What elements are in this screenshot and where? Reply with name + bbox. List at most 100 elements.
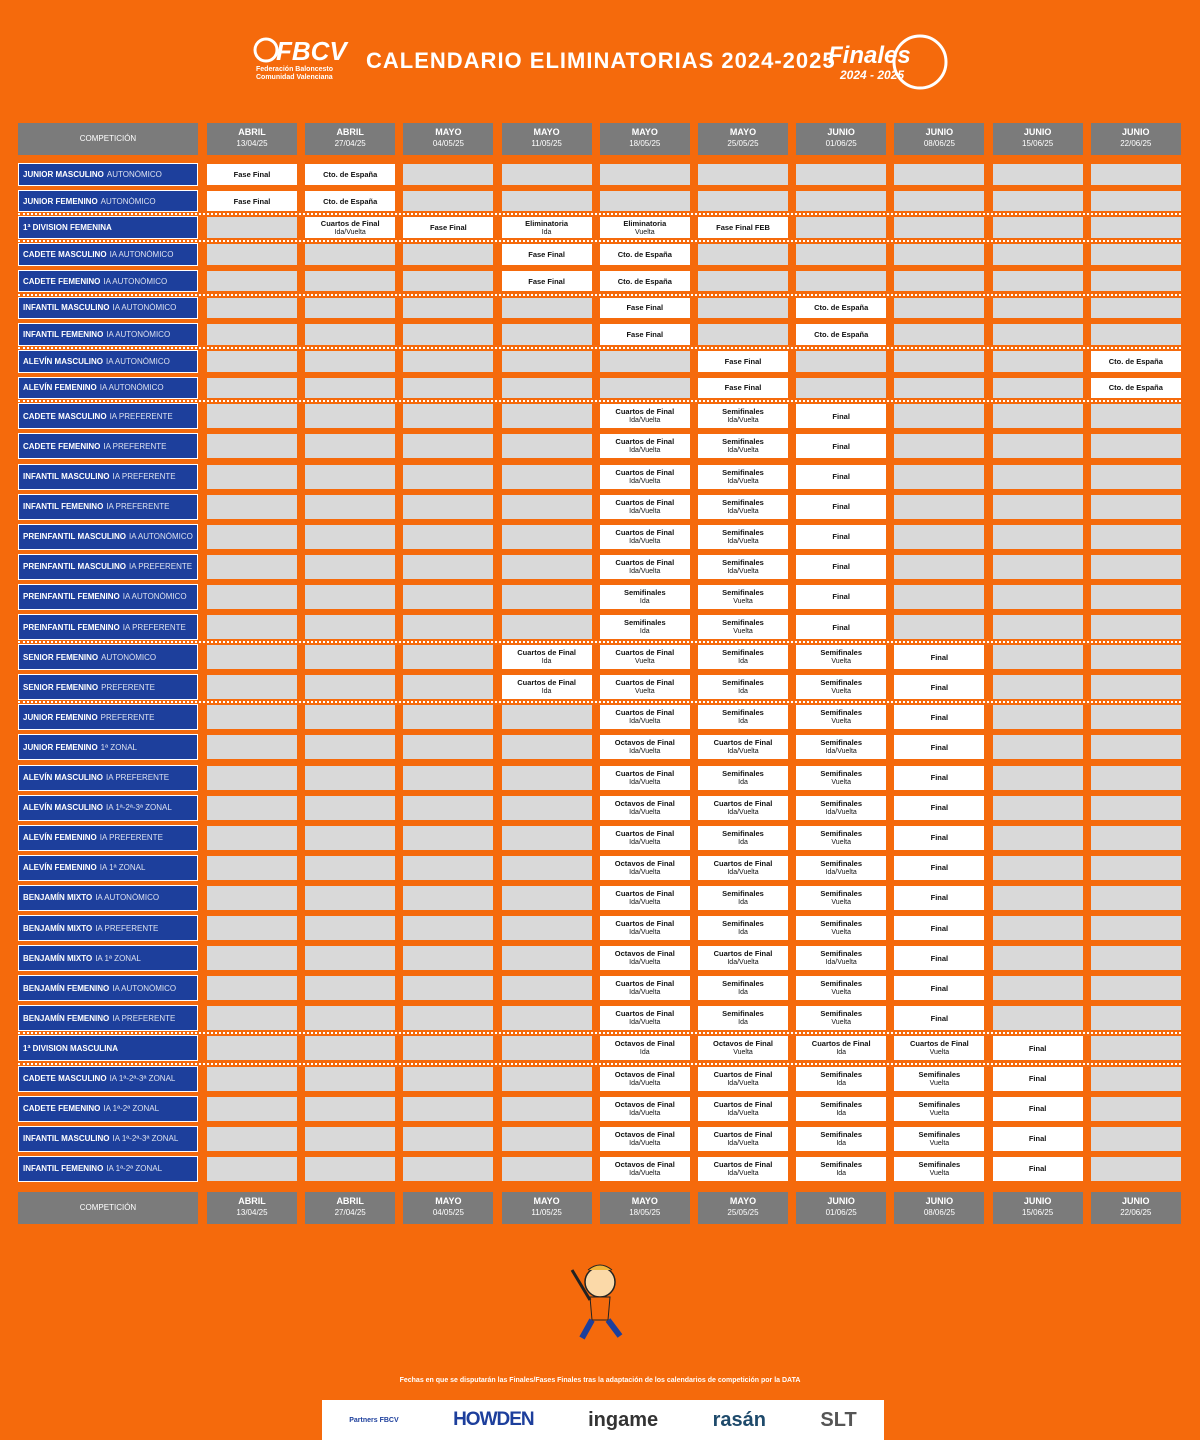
- column-date: 18/05/25: [629, 139, 661, 148]
- round-name: Cuartos de Final: [615, 437, 675, 447]
- empty-cell: [1090, 464, 1181, 489]
- match-cell: Final: [894, 645, 985, 670]
- round-legs: Ida/Vuelta: [727, 1109, 759, 1117]
- empty-cell: [403, 190, 494, 212]
- competition-label: BENJAMÍN FEMENINO IA PREFERENTE: [18, 1005, 198, 1032]
- empty-cell: [207, 1156, 297, 1181]
- match-cell: Semifinales Vuelta: [894, 1156, 985, 1181]
- empty-cell: [501, 1096, 592, 1121]
- round-legs: Ida: [738, 989, 748, 997]
- round-legs: Vuelta: [929, 1079, 950, 1087]
- empty-cell: [305, 675, 396, 700]
- empty-cell: [796, 377, 887, 399]
- column-month: JUNIO: [1122, 1196, 1150, 1206]
- empty-cell: [207, 554, 297, 579]
- competition-level: IA AUTONÓMICO: [112, 983, 177, 993]
- column-month: JUNIO: [925, 127, 954, 137]
- competition-level: IA AUTONÓMICO: [122, 592, 187, 602]
- match-cell: Semifinales Ida: [599, 615, 690, 640]
- empty-cell: [992, 765, 1083, 790]
- round-name: Semifinales: [820, 1099, 863, 1109]
- empty-cell: [207, 1096, 297, 1121]
- column-month: JUNIO: [1023, 1196, 1052, 1206]
- empty-cell: [305, 1006, 396, 1031]
- empty-cell: [501, 190, 592, 212]
- empty-cell: [796, 217, 887, 239]
- empty-cell: [894, 297, 985, 319]
- empty-cell: [698, 270, 788, 292]
- empty-cell: [501, 615, 592, 640]
- match-cell: Cto. de España: [796, 297, 887, 319]
- match-cell: Final: [894, 795, 985, 820]
- round-name: Final: [1028, 1104, 1047, 1114]
- round-name: Semifinales: [820, 919, 863, 929]
- column-header: MAYO 04/05/25: [403, 123, 494, 155]
- match-cell: Semifinales Ida: [698, 1006, 788, 1031]
- empty-cell: [992, 494, 1083, 519]
- competition-name: BENJAMÍN FEMENINO: [23, 983, 110, 993]
- empty-cell: [305, 645, 396, 670]
- empty-cell: [992, 554, 1083, 579]
- empty-cell: [992, 855, 1083, 880]
- round-legs: Ida/Vuelta: [629, 929, 661, 937]
- empty-cell: [1090, 217, 1181, 239]
- competition-label: PREINFANTIL MASCULINO IA PREFERENTE: [18, 553, 198, 580]
- competition-label: INFANTIL MASCULINO IA AUTONÓMICO: [18, 296, 198, 320]
- finales-text: Finales: [828, 42, 911, 69]
- round-name: Semifinales: [820, 678, 863, 688]
- match-cell: Fase Final: [698, 377, 788, 399]
- round-name: Cuartos de Final: [615, 1009, 675, 1019]
- empty-cell: [1090, 795, 1181, 820]
- match-cell: Fase Final: [698, 350, 788, 372]
- round-name: Final: [930, 742, 949, 752]
- round-legs: Ida: [738, 718, 748, 726]
- empty-cell: [403, 164, 494, 185]
- column-month: MAYO: [631, 1196, 658, 1206]
- empty-cell: [403, 1156, 494, 1181]
- round-name: Semifinales: [722, 618, 764, 628]
- round-name: Fase Final: [430, 223, 467, 233]
- column-month: ABRIL: [238, 1196, 266, 1206]
- competition-name: ALEVÍN FEMENINO: [23, 383, 97, 393]
- round-name: Cto. de España: [617, 276, 672, 286]
- empty-cell: [207, 524, 297, 549]
- round-legs: Ida/Vuelta: [629, 989, 661, 997]
- match-cell: Semifinales Ida: [698, 645, 788, 670]
- round-name: Final: [930, 1013, 949, 1023]
- competition-name: PREINFANTIL MASCULINO: [23, 562, 126, 572]
- column-header: JUNIO 01/06/25: [796, 1192, 887, 1224]
- empty-cell: [403, 270, 494, 292]
- empty-cell: [501, 705, 592, 730]
- round-name: Cuartos de Final: [517, 678, 576, 688]
- match-cell: Cto. de España: [599, 270, 690, 292]
- competition-label: INFANTIL FEMENINO IA AUTONÓMICO: [18, 323, 198, 346]
- match-cell: Semifinales Vuelta: [894, 1126, 985, 1151]
- match-cell: Final: [796, 464, 887, 489]
- competition-name: PREINFANTIL FEMENINO: [23, 592, 120, 602]
- finales-years: 2024 - 2025: [840, 68, 905, 82]
- match-cell: Final: [894, 916, 985, 941]
- empty-cell: [1090, 645, 1181, 670]
- round-name: Final: [930, 682, 949, 692]
- competition-name: BENJAMÍN MIXTO: [23, 953, 93, 963]
- round-name: Octavos de Final: [614, 798, 675, 808]
- row-separator: [18, 1032, 1181, 1035]
- competition-level: IA 1ª ZONAL: [95, 953, 141, 963]
- row-separator: [18, 400, 1181, 403]
- competition-level: IA PREFERENTE: [95, 923, 159, 933]
- empty-cell: [894, 350, 985, 372]
- match-cell: Final: [894, 1006, 985, 1031]
- empty-cell: [403, 554, 494, 579]
- round-name: Cuartos de Final: [713, 949, 773, 959]
- match-cell: Semifinales Ida: [796, 1126, 887, 1151]
- match-cell: Semifinales Vuelta: [796, 675, 887, 700]
- empty-cell: [403, 524, 494, 549]
- round-name: Final: [930, 833, 949, 843]
- empty-cell: [1090, 270, 1181, 292]
- empty-cell: [305, 735, 396, 760]
- empty-cell: [992, 675, 1083, 700]
- round-name: Final: [930, 863, 949, 873]
- match-cell: Cto. de España: [305, 190, 396, 212]
- round-name: Semifinales: [722, 768, 764, 778]
- column-date: 25/05/25: [727, 1208, 759, 1217]
